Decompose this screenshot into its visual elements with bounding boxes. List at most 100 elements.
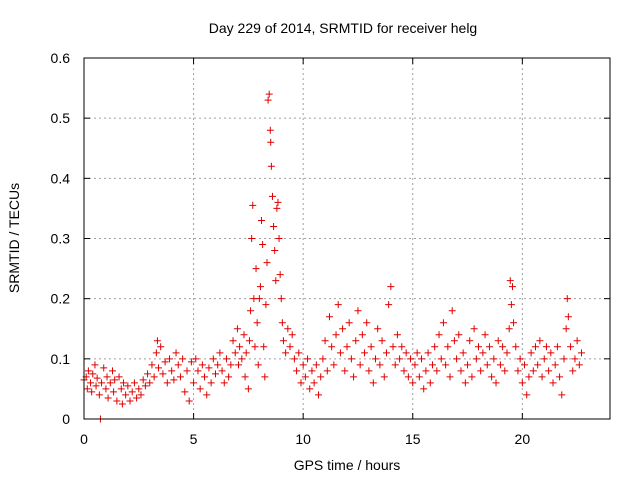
data-point xyxy=(263,259,271,267)
x-tick-label: 10 xyxy=(295,431,311,447)
data-point xyxy=(251,343,259,351)
data-point xyxy=(124,382,132,390)
data-point xyxy=(527,349,535,357)
data-point xyxy=(275,235,283,242)
data-point xyxy=(549,379,557,387)
data-point xyxy=(104,394,112,402)
data-point xyxy=(139,376,147,384)
data-point xyxy=(387,283,395,291)
data-point xyxy=(185,397,193,405)
data-point xyxy=(512,343,520,351)
data-point xyxy=(299,361,307,369)
data-point xyxy=(459,349,467,357)
data-point xyxy=(198,361,206,369)
data-point xyxy=(490,355,498,363)
data-point xyxy=(506,277,514,285)
y-tick-label: 0.3 xyxy=(51,231,71,247)
data-point xyxy=(256,283,264,291)
data-point xyxy=(84,367,92,375)
data-point xyxy=(83,385,91,393)
data-point xyxy=(374,325,382,333)
data-point xyxy=(437,355,445,363)
data-point xyxy=(153,337,161,345)
data-point xyxy=(267,162,275,170)
data-point xyxy=(163,379,171,387)
plot-frame xyxy=(83,57,611,420)
data-point xyxy=(426,379,434,387)
data-point xyxy=(190,379,198,387)
data-point xyxy=(92,382,100,390)
data-point xyxy=(339,325,347,333)
data-point xyxy=(341,367,349,375)
data-point xyxy=(431,343,439,351)
data-point xyxy=(196,385,204,393)
data-point xyxy=(317,373,325,381)
x-tick-label: 0 xyxy=(80,431,88,447)
data-point xyxy=(448,307,456,315)
data-point xyxy=(254,361,262,369)
data-point xyxy=(161,358,169,366)
data-point xyxy=(227,361,235,369)
data-point xyxy=(560,355,568,363)
data-point xyxy=(306,385,314,393)
data-point xyxy=(365,367,373,375)
data-point xyxy=(367,343,375,351)
data-point xyxy=(218,367,226,375)
data-point xyxy=(492,379,500,387)
data-point xyxy=(523,391,531,399)
data-point xyxy=(380,373,388,381)
data-point xyxy=(216,349,224,357)
data-point xyxy=(450,337,458,345)
data-point xyxy=(168,367,176,375)
data-point xyxy=(369,379,377,387)
data-point xyxy=(209,355,217,363)
data-point xyxy=(117,385,125,393)
data-point xyxy=(249,201,257,209)
data-point xyxy=(475,343,482,351)
data-point xyxy=(556,373,564,381)
data-point xyxy=(272,277,280,285)
data-point xyxy=(146,379,154,387)
data-point xyxy=(183,367,191,375)
x-tick-label: 5 xyxy=(190,431,198,447)
data-point xyxy=(119,379,127,387)
data-point xyxy=(422,367,430,375)
data-point xyxy=(571,355,579,363)
data-point xyxy=(126,397,134,405)
data-point xyxy=(573,337,581,345)
data-point xyxy=(108,367,116,375)
data-point xyxy=(179,355,187,363)
data-point xyxy=(461,379,469,387)
data-point xyxy=(477,367,485,375)
y-tick-label: 0 xyxy=(62,411,70,427)
data-point xyxy=(259,241,267,249)
data-point xyxy=(229,337,237,345)
data-point xyxy=(352,337,360,345)
data-point xyxy=(488,373,496,381)
data-point xyxy=(293,367,301,375)
data-point xyxy=(212,370,219,378)
x-tick-label: 20 xyxy=(515,431,531,447)
data-point xyxy=(247,307,255,315)
data-point xyxy=(413,349,421,357)
data-point xyxy=(391,361,399,369)
data-point xyxy=(376,361,384,369)
data-point xyxy=(241,373,249,381)
data-point xyxy=(409,379,417,387)
data-points xyxy=(80,90,586,423)
data-point xyxy=(483,361,491,369)
data-point xyxy=(245,337,253,345)
data-point xyxy=(98,379,106,387)
data-point xyxy=(345,319,353,327)
data-point xyxy=(137,391,145,399)
data-point xyxy=(170,376,178,384)
data-point xyxy=(542,343,550,351)
data-point xyxy=(148,361,156,369)
data-point xyxy=(297,379,305,387)
data-point xyxy=(270,222,278,230)
data-point xyxy=(172,349,180,357)
data-point xyxy=(115,373,123,381)
data-point xyxy=(439,319,447,327)
data-point xyxy=(295,349,303,357)
grid xyxy=(84,58,610,419)
